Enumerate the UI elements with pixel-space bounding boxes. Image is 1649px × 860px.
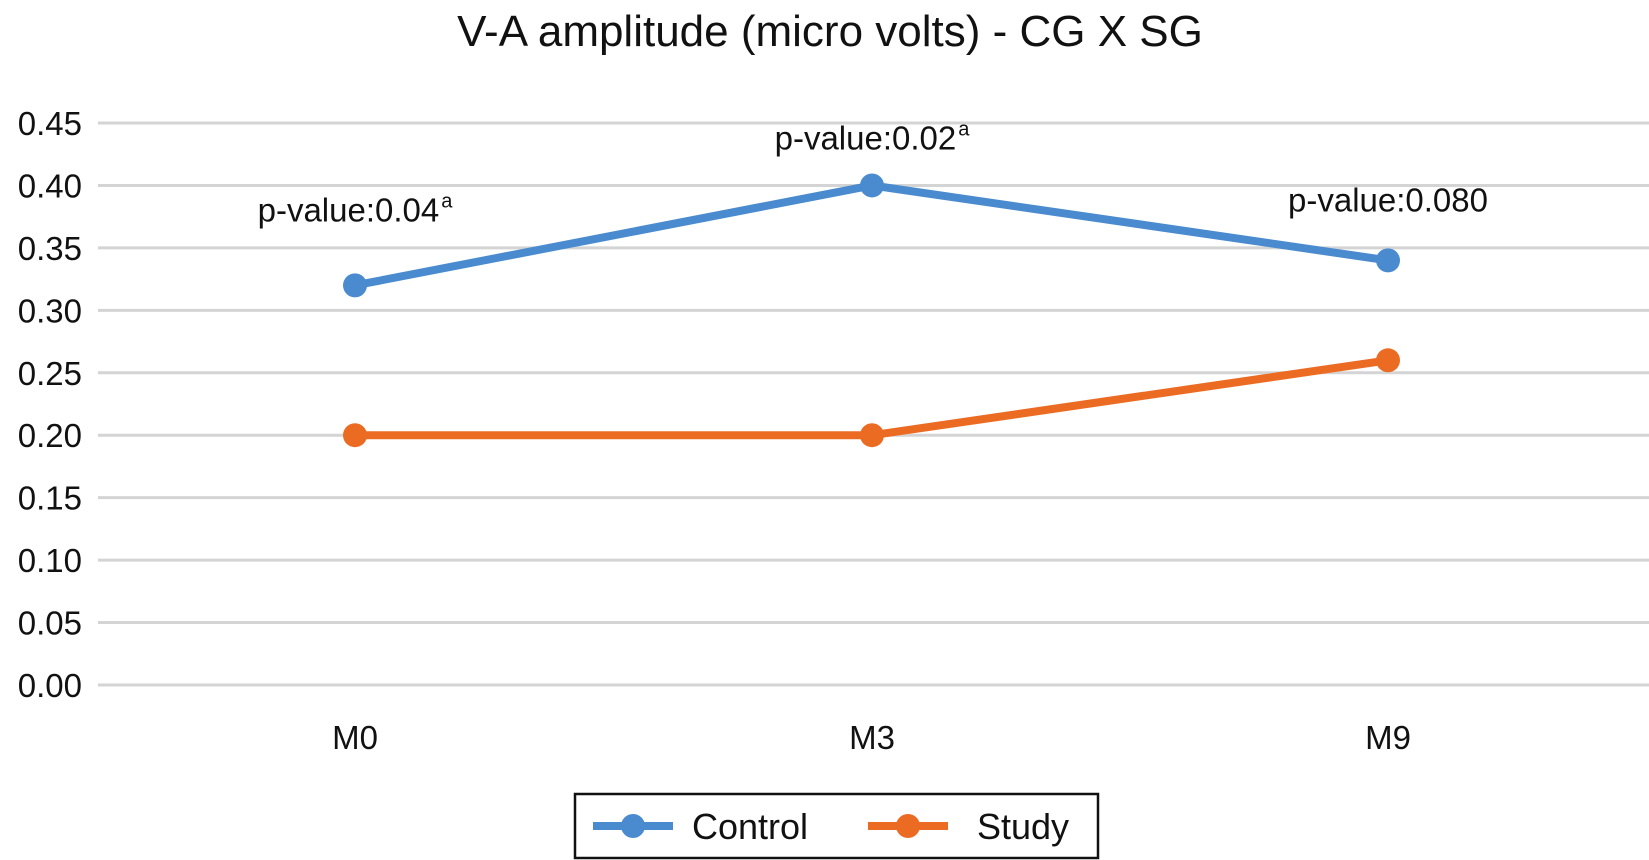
x-tick-label: M9 xyxy=(1365,719,1411,756)
p-value-annotation: p-value:0.04 a xyxy=(258,190,454,228)
y-tick-label: 0.35 xyxy=(18,230,82,267)
p-value-text: p-value:0.04 xyxy=(258,191,440,228)
p-value-superscript: a xyxy=(441,190,453,212)
legend: Control Study xyxy=(573,792,1100,860)
y-tick-label: 0.10 xyxy=(18,542,82,579)
series-lines xyxy=(343,173,1400,448)
x-tick-label: M0 xyxy=(332,719,378,756)
p-value-text: p-value:0.080 xyxy=(1288,181,1488,218)
data-point-study xyxy=(343,423,367,448)
series-line-control xyxy=(351,181,1392,290)
p-value-annotations: p-value:0.04 ap-value:0.02 ap-value:0.080 xyxy=(258,118,1488,228)
legend-marker-control xyxy=(621,814,645,838)
y-axis-tick-labels: 0.00 0.05 0.10 0.15 0.20 0.25 0.30 0.35 0.40 0.45 xyxy=(18,105,82,704)
y-tick-label: 0.25 xyxy=(18,355,82,392)
p-value-annotation: p-value:0.02 a xyxy=(775,118,971,156)
legend-marker-study xyxy=(896,814,920,838)
y-tick-label: 0.30 xyxy=(18,292,82,329)
legend-label-study: Study xyxy=(977,806,1069,847)
y-tick-label: 0.15 xyxy=(18,480,82,517)
y-tick-label: 0.45 xyxy=(18,105,82,142)
legend-label-control: Control xyxy=(692,806,808,847)
p-value-text: p-value:0.02 xyxy=(775,119,957,156)
y-tick-label: 0.20 xyxy=(18,417,82,454)
p-value-superscript: a xyxy=(958,118,970,140)
x-tick-label: M3 xyxy=(849,719,895,756)
data-point-control xyxy=(343,273,367,298)
data-point-control xyxy=(1376,248,1400,273)
chart-title: V-A amplitude (micro volts) - CG X SG xyxy=(457,7,1203,56)
data-point-study xyxy=(860,423,884,448)
y-tick-label: 0.40 xyxy=(18,167,82,204)
x-axis-tick-labels: M0 M3 M9 xyxy=(332,719,1411,756)
data-point-study xyxy=(1376,348,1400,373)
y-tick-label: 0.00 xyxy=(18,667,82,704)
data-point-control xyxy=(860,173,884,198)
y-tick-label: 0.05 xyxy=(18,605,82,642)
p-value-annotation: p-value:0.080 xyxy=(1288,181,1488,218)
